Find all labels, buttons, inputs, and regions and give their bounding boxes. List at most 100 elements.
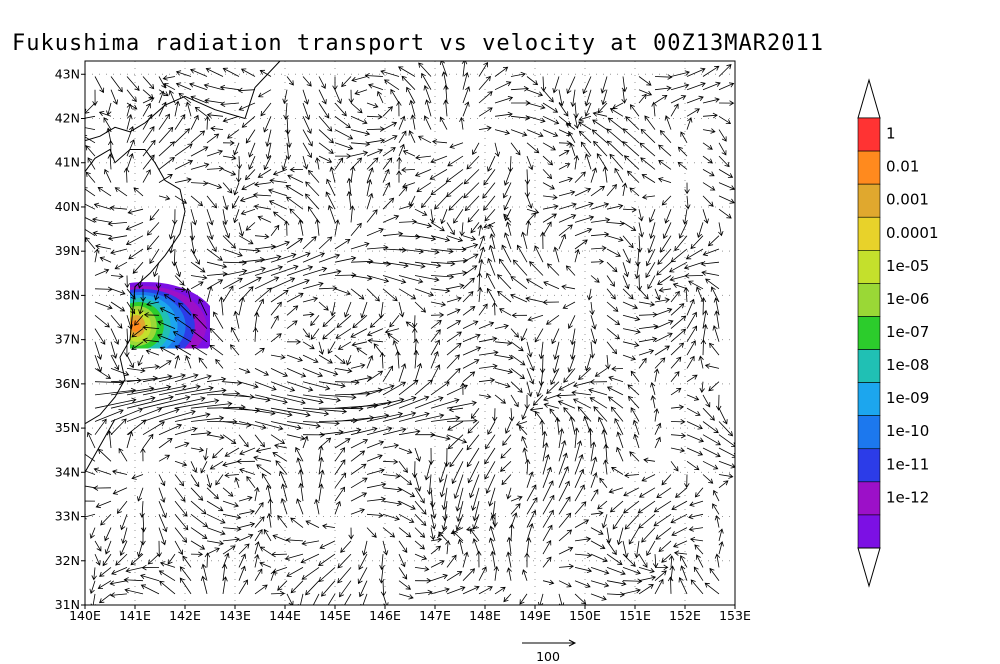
velocity-arrow	[448, 195, 464, 211]
velocity-arrow	[85, 201, 96, 210]
velocity-arrow	[674, 235, 688, 252]
velocity-arrow	[382, 411, 417, 422]
velocity-arrow	[318, 102, 330, 119]
velocity-arrow	[411, 315, 418, 328]
velocity-arrow	[222, 545, 236, 555]
velocity-arrow	[503, 213, 512, 223]
velocity-arrow	[448, 406, 464, 413]
velocity-arrow	[478, 303, 488, 316]
velocity-arrow	[688, 526, 704, 532]
velocity-arrow	[558, 428, 565, 449]
velocity-arrow	[94, 354, 103, 373]
velocity-arrow	[526, 368, 535, 385]
velocity-arrow	[415, 154, 432, 161]
velocity-arrow	[702, 474, 714, 484]
velocity-arrow	[689, 536, 704, 543]
velocity-arrow	[334, 255, 357, 263]
velocity-arrow	[662, 222, 672, 240]
velocity-arrow	[542, 579, 555, 585]
velocity-arrow	[222, 154, 237, 161]
velocity-arrow	[327, 341, 336, 354]
velocity-arrow	[550, 368, 560, 386]
velocity-arrow	[709, 342, 720, 356]
velocity-arrow	[302, 76, 312, 87]
velocity-arrow	[254, 501, 264, 515]
velocity-arrow	[646, 540, 656, 556]
velocity-arrow	[584, 102, 592, 117]
velocity-arrow	[558, 150, 570, 157]
velocity-arrow	[664, 209, 672, 224]
velocity-arrow	[670, 461, 679, 472]
velocity-arrow	[574, 228, 593, 237]
velocity-arrow	[350, 363, 366, 369]
velocity-arrow	[606, 288, 616, 300]
velocity-arrow	[257, 215, 272, 223]
velocity-arrow	[505, 221, 512, 236]
velocity-arrow	[398, 363, 407, 382]
velocity-arrow	[204, 552, 211, 568]
velocity-arrow	[414, 578, 432, 584]
velocity-arrow	[302, 89, 309, 105]
velocity-arrow	[286, 238, 304, 250]
velocity-arrow	[693, 566, 704, 581]
velocity-arrow	[445, 540, 451, 555]
velocity-arrow	[125, 235, 144, 246]
velocity-arrow	[638, 288, 649, 300]
velocity-arrow	[94, 248, 100, 263]
velocity-arrow	[443, 84, 449, 104]
velocity-arrow	[483, 169, 496, 186]
velocity-arrow	[587, 427, 594, 449]
velocity-arrow	[414, 288, 434, 297]
velocity-arrow	[542, 204, 559, 210]
velocity-arrow	[574, 501, 587, 515]
velocity-arrow	[92, 230, 112, 237]
velocity-arrow	[718, 195, 735, 204]
velocity-arrow	[350, 508, 365, 515]
velocity-arrow	[446, 434, 468, 444]
velocity-arrow	[478, 125, 492, 132]
velocity-arrow	[542, 454, 551, 475]
velocity-arrow	[95, 500, 112, 509]
velocity-arrow	[206, 195, 217, 209]
velocity-arrow	[89, 580, 96, 595]
velocity-arrow	[694, 544, 704, 555]
velocity-arrow	[318, 129, 334, 144]
velocity-arrow	[392, 339, 400, 356]
velocity-arrow	[206, 209, 214, 226]
velocity-arrow	[238, 257, 266, 263]
velocity-arrow	[606, 235, 624, 242]
velocity-arrow	[270, 421, 302, 431]
velocity-arrow	[334, 238, 351, 250]
velocity-arrow	[701, 270, 720, 276]
velocity-arrow	[382, 288, 398, 302]
velocity-arrow	[670, 303, 685, 316]
velocity-arrow	[430, 514, 437, 530]
velocity-arrow	[614, 167, 624, 183]
velocity-arrow	[450, 527, 464, 535]
velocity-arrow	[85, 500, 96, 502]
velocity-arrow	[382, 261, 409, 269]
velocity-arrow	[212, 447, 224, 459]
velocity-arrow	[484, 447, 496, 465]
velocity-arrow	[123, 577, 144, 583]
velocity-arrow	[714, 553, 721, 568]
velocity-arrow	[603, 443, 609, 462]
velocity-arrow	[573, 427, 580, 449]
velocity-arrow	[653, 368, 660, 382]
velocity-arrow	[112, 487, 128, 495]
velocity-arrow	[542, 480, 554, 502]
velocity-arrow	[175, 70, 192, 77]
velocity-arrow	[272, 452, 288, 462]
velocity-arrow	[462, 101, 470, 117]
velocity-arrow	[209, 327, 224, 343]
velocity-arrow	[641, 194, 656, 200]
velocity-arrow	[270, 264, 299, 276]
velocity-arrow	[477, 224, 483, 236]
velocity-arrow	[297, 593, 304, 605]
velocity-arrow	[110, 76, 123, 93]
velocity-arrow	[159, 346, 176, 356]
velocity-arrow	[467, 208, 480, 223]
velocity-arrow	[253, 204, 272, 210]
velocity-arrow	[302, 266, 328, 276]
velocity-arrow	[591, 129, 608, 144]
